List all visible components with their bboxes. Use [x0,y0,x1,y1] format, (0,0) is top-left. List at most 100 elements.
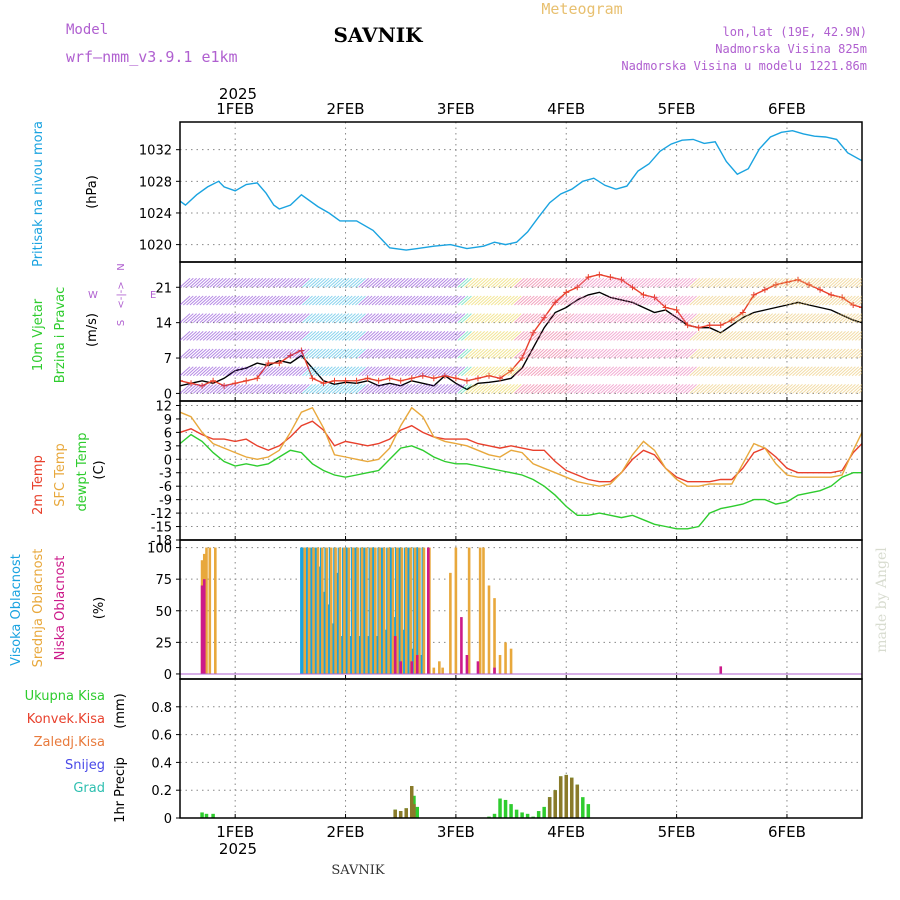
wind-barb [563,295,575,306]
precipitation-bar [570,777,574,818]
wind-barb [557,313,568,324]
wind-barb [715,277,727,288]
wind-barb [295,277,307,288]
wind-barb [265,384,277,394]
precipitation-tick-label: 0 [164,812,172,827]
wind-barb [292,366,303,377]
wind-barb [828,384,840,394]
wind-barb [699,277,711,288]
wind-barb [255,348,267,359]
wind-barb [765,277,777,288]
wind-barb [490,313,502,324]
wind-barb [514,384,525,394]
wind-barb [795,313,807,324]
wind-barb [427,366,439,377]
wind-barb [394,313,406,324]
wind-barb [815,384,826,394]
wind-barb [619,348,631,359]
wind-barb [411,313,423,324]
wind-barb [189,366,201,377]
wind-barb [192,348,204,359]
wind-barb [788,313,800,324]
gust-point [640,291,647,298]
wind-barb [543,277,555,288]
wind-barb [712,330,724,341]
wind-barb [358,313,370,324]
wind-barb [663,330,674,341]
wind-barb [788,295,800,306]
wind-barb [451,384,462,394]
wind-barb [424,384,436,394]
wind-barb [222,366,234,377]
wind-barb [626,295,638,306]
wind-barb [520,313,532,324]
wind-barb [785,366,797,377]
wind-barb [768,295,780,306]
wind-barb [345,330,356,341]
wind-barb [825,348,836,359]
wind-barb [802,277,813,288]
precipitation-bar [415,806,420,818]
pressure-tick-label: 1032 [139,144,172,159]
wind-barb [368,384,380,394]
wind-barb [725,348,737,359]
wind-barb [669,277,681,288]
wind-barb [219,348,231,359]
bottom-day-label: 2FEB [327,823,365,841]
wind-barb [785,348,797,359]
wind-barb [325,384,337,394]
wind-barb [451,277,462,288]
wind-barb [576,384,588,394]
wind-barb [739,348,750,359]
wind-barb [514,366,525,377]
wind-barb [278,277,290,288]
clouds-bar [200,585,204,674]
wind-barb [180,330,191,341]
clouds-bar [441,667,444,674]
wind-barb [709,366,721,377]
wind-barb [219,384,231,394]
wind-barb [533,348,545,359]
wind-barb [328,348,340,359]
wind-barb [292,348,303,359]
pressure-series-line [180,129,862,251]
wind-barb [358,366,370,377]
wind-barb [643,348,654,359]
wind-barb [593,295,605,306]
wind-barb [510,313,522,324]
wind-barb [855,386,862,394]
wind-barb [520,348,532,359]
wind-barb [785,330,797,341]
wind-barb [285,366,297,377]
wind-barb [610,384,621,394]
wind-barb [434,295,446,306]
wind-barb [646,330,658,341]
wind-barb [682,366,694,377]
wind-barb [229,330,240,341]
wind-barb [398,277,409,288]
wind-barb [467,348,479,359]
wind-barb [322,295,333,306]
wind-barb [444,384,456,394]
wind-barb [821,313,833,324]
wind-barb [639,348,651,359]
wind-barb [616,295,628,306]
wind-barb [219,313,231,324]
temperature-tick-label: 9 [164,413,172,428]
wind-barb [576,313,588,324]
wind-barb [437,366,449,377]
wind-barb [735,366,747,377]
wind-barb [831,330,843,341]
wind-barb [553,330,565,341]
wind-barb [494,313,505,324]
wind-barb [335,330,346,341]
wind-barb [732,366,744,377]
wind-barb [302,366,313,377]
wind-barb [490,384,502,394]
gust-point [276,360,283,367]
wind-barb [610,277,621,288]
wind-barb [477,348,489,359]
wind-barb [315,384,327,394]
wind-barb [855,351,862,359]
wind-barb [692,348,704,359]
